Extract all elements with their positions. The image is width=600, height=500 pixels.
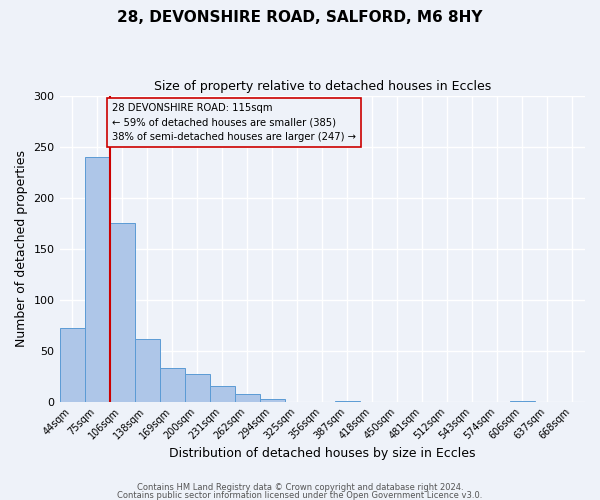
Bar — [59, 328, 85, 402]
Bar — [260, 398, 285, 402]
Bar — [235, 394, 260, 402]
Bar — [160, 368, 185, 402]
Bar — [209, 386, 235, 402]
Y-axis label: Number of detached properties: Number of detached properties — [15, 150, 28, 347]
Bar — [185, 374, 209, 402]
Bar — [110, 223, 134, 402]
Bar — [85, 157, 110, 402]
Title: Size of property relative to detached houses in Eccles: Size of property relative to detached ho… — [154, 80, 491, 93]
Bar — [134, 340, 160, 402]
Text: 28, DEVONSHIRE ROAD, SALFORD, M6 8HY: 28, DEVONSHIRE ROAD, SALFORD, M6 8HY — [117, 10, 483, 25]
X-axis label: Distribution of detached houses by size in Eccles: Distribution of detached houses by size … — [169, 447, 476, 460]
Text: Contains HM Land Registry data © Crown copyright and database right 2024.: Contains HM Land Registry data © Crown c… — [137, 484, 463, 492]
Text: 28 DEVONSHIRE ROAD: 115sqm
← 59% of detached houses are smaller (385)
38% of sem: 28 DEVONSHIRE ROAD: 115sqm ← 59% of deta… — [112, 102, 356, 142]
Bar — [335, 400, 360, 402]
Bar — [510, 400, 535, 402]
Text: Contains public sector information licensed under the Open Government Licence v3: Contains public sector information licen… — [118, 490, 482, 500]
